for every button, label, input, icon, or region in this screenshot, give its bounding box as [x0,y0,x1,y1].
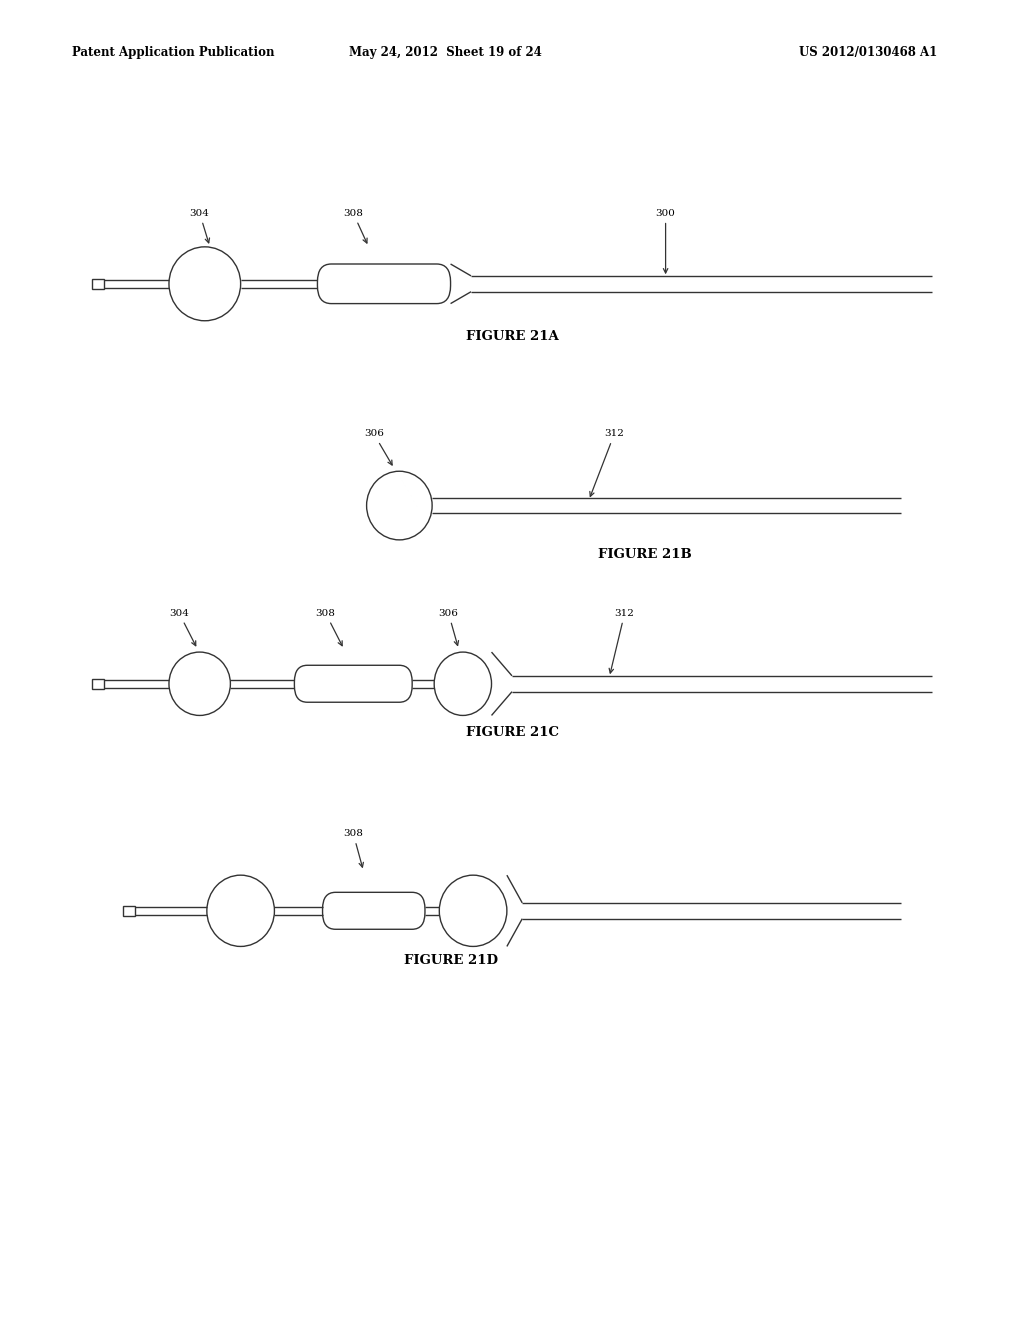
Text: FIGURE 21B: FIGURE 21B [598,548,692,561]
Text: FIGURE 21C: FIGURE 21C [466,726,558,739]
Bar [92,678,104,689]
Text: 304: 304 [169,609,196,645]
Text: US 2012/0130468 A1: US 2012/0130468 A1 [799,46,937,59]
Text: FIGURE 21A: FIGURE 21A [466,330,558,343]
Text: 306: 306 [364,429,392,465]
Bar [123,906,135,916]
Text: 300: 300 [655,209,676,273]
Text: 312: 312 [609,609,635,673]
Text: FIGURE 21D: FIGURE 21D [403,954,498,968]
Text: Patent Application Publication: Patent Application Publication [72,46,274,59]
Text: 306: 306 [438,609,459,645]
Text: 304: 304 [189,209,210,243]
Bar [92,279,104,289]
Text: 308: 308 [315,609,342,645]
Text: 308: 308 [343,209,367,243]
Text: May 24, 2012  Sheet 19 of 24: May 24, 2012 Sheet 19 of 24 [349,46,542,59]
Text: 312: 312 [590,429,625,496]
Text: 308: 308 [343,829,364,867]
